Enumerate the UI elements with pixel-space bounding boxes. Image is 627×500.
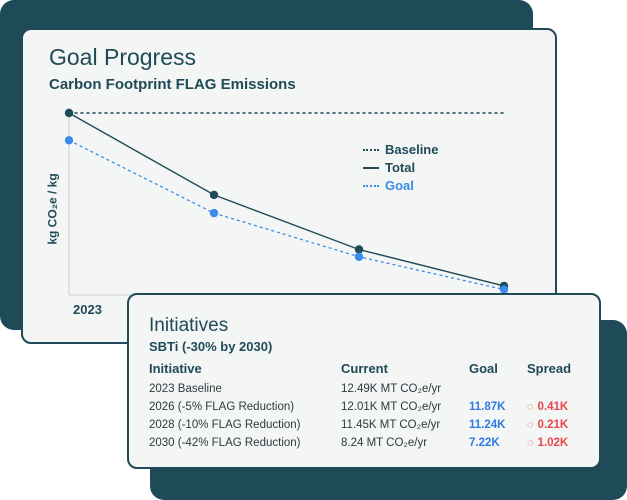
table-header-row: Initiative Current Goal Spread (149, 361, 587, 380)
initiatives-table: Initiative Current Goal Spread 2023 Base… (149, 361, 587, 452)
table-row: 2030 (-42% FLAG Reduction) 8.24 MT CO₂e/… (149, 434, 587, 452)
initiatives-title: Initiatives (149, 315, 229, 336)
table-row: 2028 (-10% FLAG Reduction) 11.45K MT CO₂… (149, 416, 587, 434)
row-initiative: 2028 (-10% FLAG Reduction) (149, 419, 301, 431)
legend-total-label: Total (385, 160, 416, 175)
row-spread: ◌ 1.02K (527, 434, 587, 452)
row-spread: ◌ 0.41K (527, 398, 587, 416)
col-spread: Spread (527, 361, 572, 376)
row-current: 12.49K MT CO₂e/yr (341, 383, 442, 395)
row-spread: ◌ 0.21K (527, 416, 587, 434)
legend-total: Total (363, 160, 415, 175)
goal-card-title: Goal Progress (49, 44, 197, 70)
spread-gauge-icon: ◌ (527, 401, 534, 413)
row-initiative: 2030 (-42% FLAG Reduction) (149, 437, 301, 449)
col-initiative: Initiative (149, 361, 202, 376)
row-current: 12.01K MT CO₂e/yr (341, 401, 442, 413)
initiatives-card: Initiatives SBTi (-30% by 2030) Initiati… (127, 293, 601, 469)
y-axis-label: kg CO₂e / kg (45, 173, 60, 245)
row-spread-value: 0.21K (537, 419, 569, 431)
x-tick-label: 2023 (73, 302, 102, 317)
row-goal: 11.24K (469, 419, 506, 431)
row-spread-value: 0.41K (537, 401, 569, 413)
row-goal: 7.22K (469, 437, 500, 449)
col-current: Current (341, 361, 388, 376)
goal-card-subtitle: Carbon Footprint FLAG Emissions (49, 76, 296, 93)
col-goal: Goal (469, 361, 498, 376)
spread-gauge-icon: ◌ (527, 419, 534, 431)
initiatives-subtitle: SBTi (-30% by 2030) (149, 339, 273, 354)
spread-gauge-icon: ◌ (527, 437, 534, 449)
table-row: 2023 Baseline 12.49K MT CO₂e/yr (149, 380, 587, 398)
row-initiative: 2023 Baseline (149, 383, 222, 395)
legend-baseline-swatch (363, 148, 379, 151)
row-spread-value: 1.02K (537, 437, 569, 449)
row-current: 8.24 MT CO₂e/yr (341, 437, 428, 449)
legend-baseline: Baseline (363, 142, 438, 157)
legend-goal: Goal (363, 178, 414, 193)
row-goal (469, 380, 527, 398)
legend-goal-label: Goal (385, 178, 414, 193)
table-row: 2026 (-5% FLAG Reduction) 12.01K MT CO₂e… (149, 398, 587, 416)
row-initiative: 2026 (-5% FLAG Reduction) (149, 401, 295, 413)
legend-goal-swatch (363, 184, 379, 187)
legend-total-swatch (363, 166, 379, 169)
row-goal: 11.87K (469, 401, 506, 413)
row-current: 11.45K MT CO₂e/yr (341, 419, 441, 431)
legend-baseline-label: Baseline (385, 142, 439, 157)
row-spread (527, 380, 587, 398)
